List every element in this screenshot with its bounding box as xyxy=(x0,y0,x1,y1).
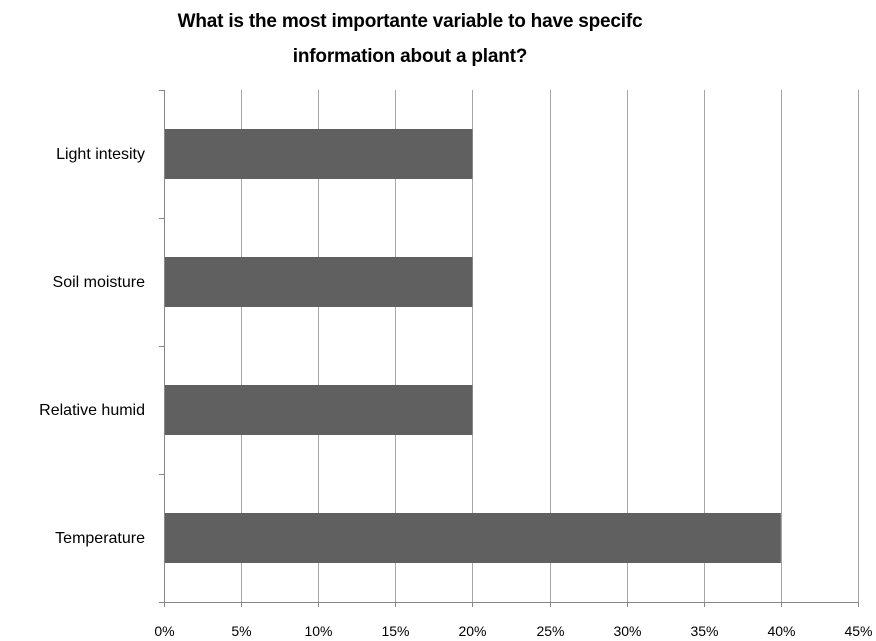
x-tick-label-1: 5% xyxy=(231,623,251,639)
category-label-1: Soil moisture xyxy=(53,274,146,291)
bar-2 xyxy=(165,385,473,435)
x-tick-label-9: 45% xyxy=(844,623,872,639)
axis-labels: 0% 5% 10% 15% 20% 25% 30% 35% 40% 45% Light intesi… xyxy=(39,146,872,639)
x-tick-label-2: 10% xyxy=(304,623,332,639)
category-label-3: Temperature xyxy=(55,530,145,547)
x-tick-label-5: 25% xyxy=(536,623,564,639)
category-label-2: Relative humid xyxy=(39,402,145,419)
chart-title-line-2: information about a plant? xyxy=(292,46,528,67)
bar-1 xyxy=(165,257,473,307)
x-tick-label-7: 35% xyxy=(690,623,718,639)
x-tick-label-0: 0% xyxy=(154,623,174,639)
bar-3 xyxy=(165,513,781,563)
x-tick-label-4: 20% xyxy=(458,623,486,639)
bars xyxy=(165,129,781,563)
bar-0 xyxy=(165,129,473,179)
x-tick-label-8: 40% xyxy=(767,623,795,639)
x-tick-label-3: 15% xyxy=(381,623,409,639)
chart-title-line-1: What is the most importante variable to … xyxy=(177,11,643,32)
category-label-0: Light intesity xyxy=(56,146,145,163)
x-tick-label-6: 30% xyxy=(613,623,641,639)
axes xyxy=(159,90,859,607)
